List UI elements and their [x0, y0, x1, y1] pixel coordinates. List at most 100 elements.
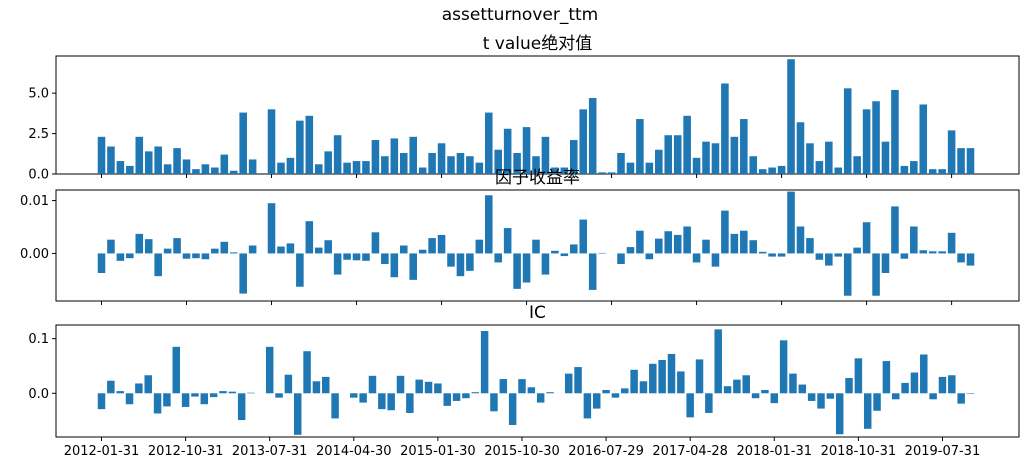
bar [655, 238, 663, 254]
bar [324, 151, 332, 174]
bar [191, 393, 199, 397]
bar [702, 239, 710, 254]
bar [247, 392, 255, 394]
bar [957, 148, 965, 174]
bar [220, 154, 229, 174]
x-tick-label: 2015-10-30 [484, 444, 560, 459]
bar [466, 253, 474, 271]
bar [928, 169, 937, 174]
bar [228, 391, 237, 394]
bar [758, 169, 767, 174]
subplot-ic: IC 0.0 0.1 2012-01-31 2012-10-31 2013-07-31 2… [28, 303, 1020, 459]
bar [305, 221, 314, 254]
bar [825, 141, 833, 174]
bar [518, 379, 526, 394]
bar [293, 393, 302, 435]
bar [938, 251, 946, 254]
bar [649, 363, 657, 394]
bar [948, 375, 956, 394]
bar [630, 369, 638, 394]
bar [723, 386, 732, 394]
bar [683, 226, 691, 254]
bar [265, 346, 274, 394]
bar [705, 393, 713, 413]
bar [645, 162, 654, 174]
bar [910, 226, 918, 254]
bar [602, 390, 610, 394]
bar [900, 253, 909, 259]
y-tick-label: 0.0 [28, 387, 49, 402]
bar [303, 351, 311, 394]
bar [532, 239, 540, 254]
bar [901, 382, 909, 394]
bar [721, 83, 729, 174]
bar [107, 146, 115, 174]
bar [182, 253, 191, 259]
bar [910, 161, 918, 174]
bar [484, 112, 493, 174]
bar [966, 253, 975, 266]
bar [910, 372, 919, 394]
bar [390, 253, 399, 278]
bar [966, 393, 975, 394]
bar [508, 393, 517, 425]
bar [560, 167, 569, 174]
bar [116, 391, 124, 394]
bar [639, 381, 648, 394]
bar [277, 162, 285, 174]
bar [882, 361, 891, 394]
bar [437, 234, 446, 254]
bar [499, 379, 508, 394]
bar [437, 143, 446, 174]
bar [229, 252, 238, 254]
bar [107, 239, 115, 254]
bar [815, 161, 824, 174]
bar [154, 146, 162, 174]
bar [796, 122, 805, 174]
bar [621, 388, 629, 394]
subplot-factor-return: 因子收益率 0.00 0.01 [20, 168, 1020, 305]
bar [456, 253, 465, 277]
x-tick-label: 2017-04-28 [652, 444, 728, 459]
bar [721, 210, 729, 254]
bar [314, 164, 323, 174]
bar [570, 244, 578, 254]
bar [239, 112, 247, 174]
bar [126, 253, 134, 259]
bar [359, 393, 367, 403]
bar [789, 373, 797, 394]
bar [919, 104, 928, 174]
bar [97, 393, 106, 410]
bar [97, 253, 106, 273]
bar [154, 253, 162, 277]
y-tick-label: 0.1 [28, 332, 49, 347]
bar [312, 381, 321, 394]
bar [768, 167, 776, 174]
bar [853, 156, 861, 174]
bar [815, 253, 824, 260]
bar [692, 157, 701, 174]
bar [387, 393, 395, 411]
bar [192, 169, 200, 174]
bar [834, 167, 843, 174]
bar [462, 393, 470, 399]
bar [617, 253, 625, 264]
y-tick-label: 5.0 [28, 87, 49, 102]
bar [770, 393, 779, 404]
bar [560, 253, 569, 257]
y-tick-label: 0.0 [28, 168, 49, 183]
bar [854, 358, 863, 394]
bar [806, 143, 814, 174]
bar [126, 165, 134, 174]
bar [125, 393, 134, 405]
bar [368, 375, 377, 394]
bar [173, 238, 181, 254]
bar [536, 393, 545, 403]
bar [239, 253, 247, 294]
bar [761, 390, 769, 394]
bar [494, 253, 502, 263]
bar [777, 165, 786, 174]
bar [324, 240, 332, 254]
bar [116, 253, 125, 261]
